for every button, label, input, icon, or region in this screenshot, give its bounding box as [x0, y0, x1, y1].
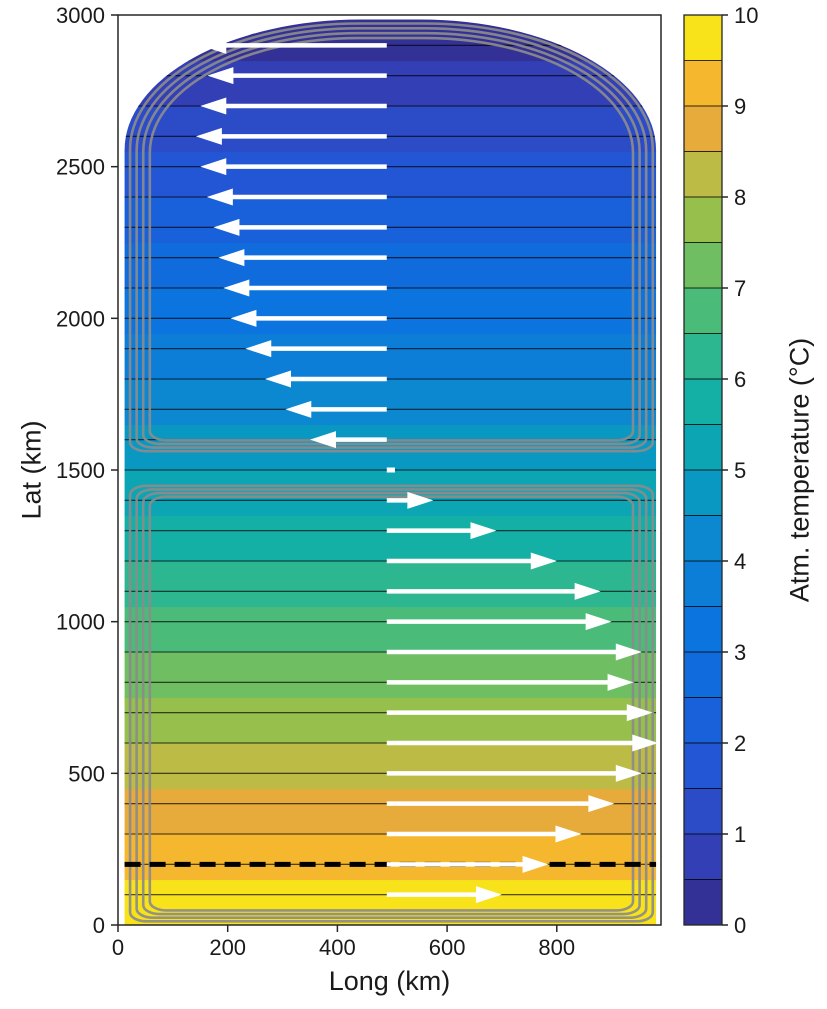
streamfunction-contours [128, 22, 655, 923]
svg-text:5: 5 [734, 458, 746, 483]
svg-text:4: 4 [734, 549, 746, 574]
svg-text:3000: 3000 [56, 3, 105, 28]
svg-text:10: 10 [734, 3, 758, 28]
svg-text:600: 600 [429, 935, 466, 960]
svg-text:500: 500 [68, 761, 105, 786]
svg-text:2: 2 [734, 731, 746, 756]
colorbar: 0 1 2 3 4 5 6 7 8 9 10 [683, 3, 758, 938]
svg-text:1000: 1000 [56, 610, 105, 635]
svg-text:200: 200 [209, 935, 246, 960]
wind-quiver-arrows [195, 36, 659, 904]
svg-text:0: 0 [734, 913, 746, 938]
svg-text:2500: 2500 [56, 155, 105, 180]
temperature-field [124, 19, 657, 926]
y-axis-label: Lat (km) [16, 420, 47, 520]
svg-text:2000: 2000 [56, 306, 105, 331]
svg-text:400: 400 [319, 935, 356, 960]
svg-text:800: 800 [538, 935, 575, 960]
svg-text:8: 8 [734, 185, 746, 210]
svg-text:1500: 1500 [56, 458, 105, 483]
axes: 0 200 400 600 800 0 500 1000 1500 2000 2500 3000 [56, 3, 662, 960]
svg-text:6: 6 [734, 367, 746, 392]
svg-text:0: 0 [93, 913, 105, 938]
svg-text:3: 3 [734, 640, 746, 665]
colorbar-label: Atm. temperature (°C) [784, 337, 815, 603]
svg-text:7: 7 [734, 276, 746, 301]
x-axis-label: Long (km) [328, 966, 451, 996]
svg-text:1: 1 [734, 822, 746, 847]
svg-text:9: 9 [734, 94, 746, 119]
svg-text:0: 0 [112, 935, 124, 960]
